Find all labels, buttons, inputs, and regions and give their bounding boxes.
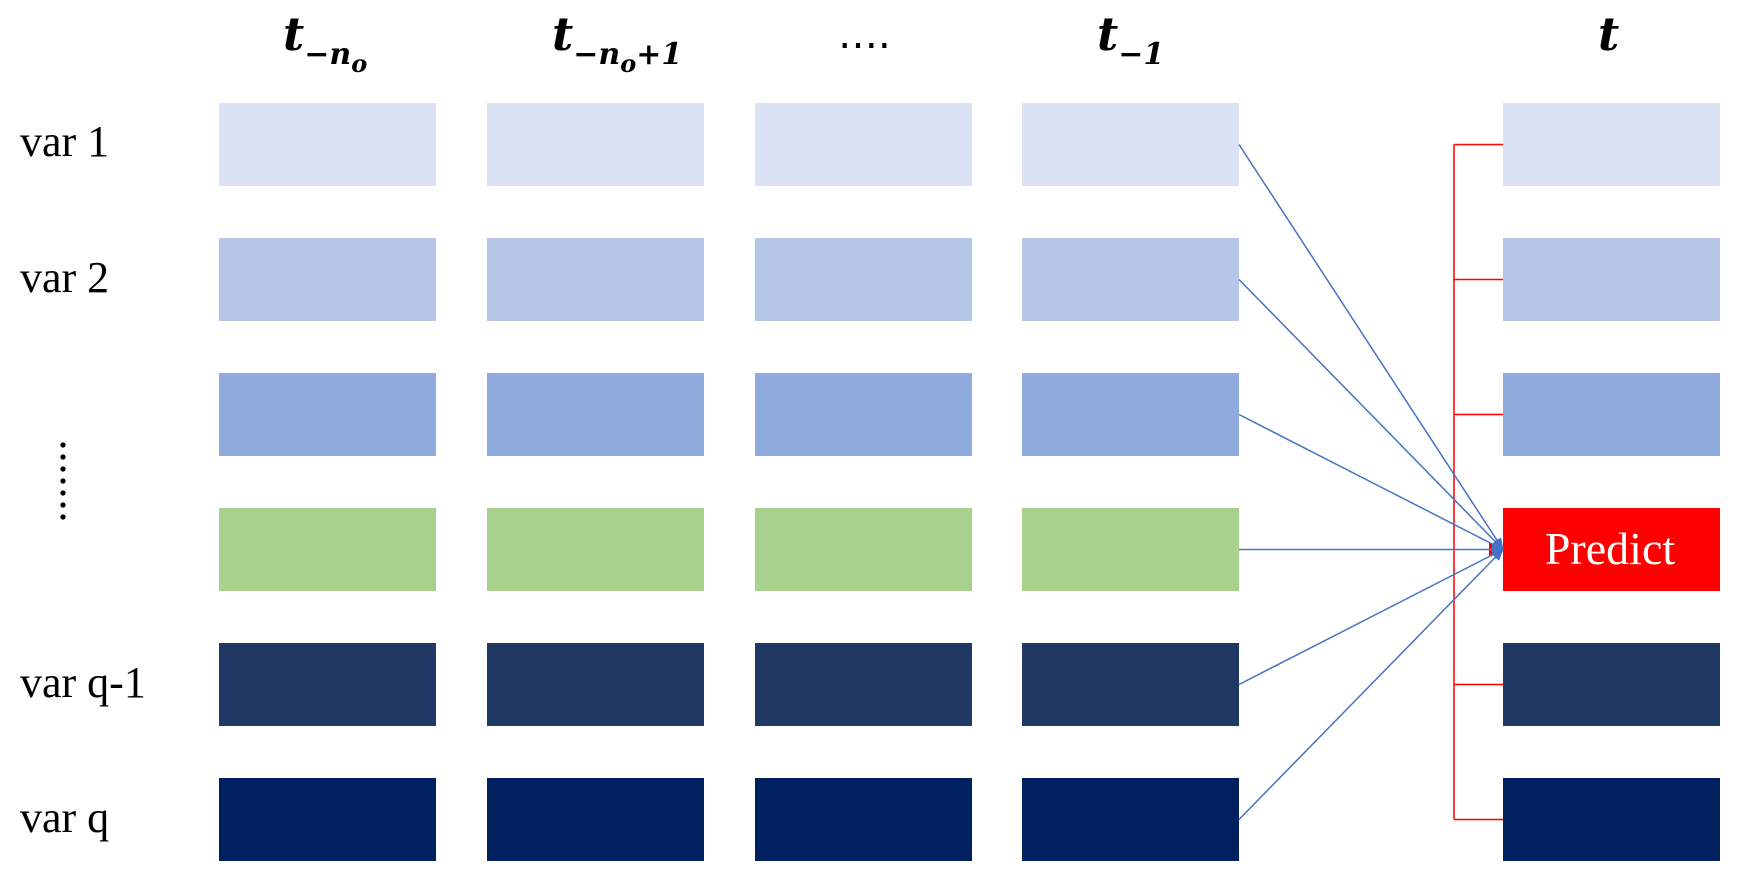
cell-row2-col3 (755, 238, 972, 321)
cell-row2-col2 (487, 238, 704, 321)
arrow-from-row2 (1238, 278, 1504, 551)
row-label-var-q-minus-1: var q-1 (20, 658, 146, 707)
row-ellipsis-dots (60, 442, 66, 520)
arrow-from-row1 (1238, 144, 1504, 551)
column-header-t-minus-no: t−no (283, 7, 367, 78)
input-cell-grid (219, 103, 1239, 861)
output-column (1503, 103, 1720, 861)
cell-row1-col2 (487, 103, 704, 186)
cell-row5-col1 (219, 643, 436, 726)
output-cell-row2 (1503, 238, 1720, 321)
cell-row4-col4 (1022, 508, 1239, 591)
row-label-var-1: var 1 (20, 117, 109, 166)
cell-row1-col1 (219, 103, 436, 186)
cell-row4-col2 (487, 508, 704, 591)
cell-row6-col3 (755, 778, 972, 861)
output-cell-row6 (1503, 778, 1720, 861)
cell-row4-col1 (219, 508, 436, 591)
arrow-from-row5 (1238, 548, 1504, 686)
cell-row1-col4 (1022, 103, 1239, 186)
cell-row3-col1 (219, 373, 436, 456)
arrow-from-row3 (1238, 413, 1504, 551)
cell-row3-col4 (1022, 373, 1239, 456)
cell-row6-col1 (219, 778, 436, 861)
predict-label: Predict (1545, 523, 1676, 574)
output-cell-row1 (1503, 103, 1720, 186)
column-header-t-minus-no-plus-1: t−no+1 (552, 7, 682, 78)
cell-row3-col2 (487, 373, 704, 456)
output-cell-row5 (1503, 643, 1720, 726)
arrows-to-predict (1238, 144, 1504, 821)
row-label-var-q: var q (20, 793, 109, 842)
output-cell-row3 (1503, 373, 1720, 456)
cell-row1-col3 (755, 103, 972, 186)
cell-row5-col3 (755, 643, 972, 726)
red-bracket-connector (1453, 143, 1503, 821)
cell-row4-col3 (755, 508, 972, 591)
arrow-from-row6 (1238, 548, 1504, 821)
column-header-t-minus-1: t−1 (1097, 7, 1164, 72)
row-label-var-2: var 2 (20, 253, 109, 302)
cell-row5-col4 (1022, 643, 1239, 726)
cell-row6-col2 (487, 778, 704, 861)
cell-row2-col1 (219, 238, 436, 321)
predict-box (1503, 508, 1720, 591)
column-header-t: t (1598, 7, 1619, 61)
cell-row6-col4 (1022, 778, 1239, 861)
cell-row3-col3 (755, 373, 972, 456)
column-header-ellipsis: …. (838, 12, 891, 58)
cell-row5-col2 (487, 643, 704, 726)
cell-row2-col4 (1022, 238, 1239, 321)
